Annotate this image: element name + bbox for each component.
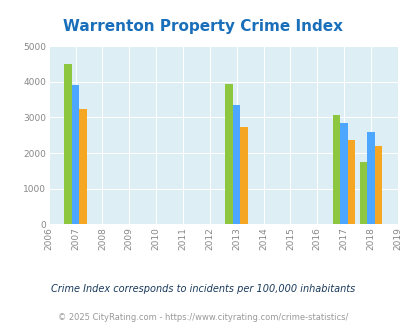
Bar [339, 123, 347, 224]
Bar [240, 127, 247, 224]
Text: Crime Index corresponds to incidents per 100,000 inhabitants: Crime Index corresponds to incidents per… [51, 284, 354, 294]
Text: © 2025 CityRating.com - https://www.cityrating.com/crime-statistics/: © 2025 CityRating.com - https://www.city… [58, 313, 347, 322]
Bar [359, 162, 367, 224]
Bar [232, 105, 240, 224]
Bar [347, 140, 354, 224]
Text: Warrenton Property Crime Index: Warrenton Property Crime Index [63, 19, 342, 34]
Bar [225, 83, 232, 224]
Bar [79, 109, 87, 224]
Bar [374, 146, 382, 224]
Bar [72, 85, 79, 224]
Bar [332, 115, 339, 224]
Bar [64, 64, 72, 224]
Bar [367, 132, 374, 224]
